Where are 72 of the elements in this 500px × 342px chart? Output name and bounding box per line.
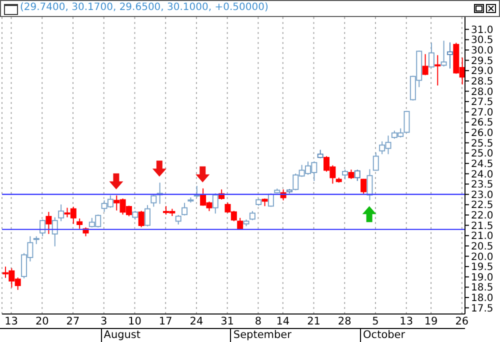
candlestick	[268, 192, 274, 208]
y-tick-label: 23.0	[471, 190, 494, 201]
candlestick	[76, 218, 83, 230]
y-tick-label: 17.5	[471, 303, 494, 314]
candlestick	[360, 178, 367, 194]
x-tick-label: 20	[35, 315, 49, 328]
text: August	[100, 329, 141, 342]
x-tick-label: 3	[100, 315, 108, 328]
candlestick	[372, 152, 379, 172]
candlestick	[40, 219, 46, 237]
candlestick	[428, 42, 434, 68]
candlestick	[422, 54, 428, 76]
y-tick-label: 27.5	[471, 97, 494, 108]
candlestick	[354, 169, 360, 182]
y-tick-label: 30.0	[471, 46, 494, 57]
candlestick	[150, 194, 157, 208]
y-tick-label: 27.0	[471, 107, 494, 118]
x-tick-label: 14	[276, 315, 290, 328]
candlestick	[58, 204, 64, 222]
y-tick-label: 25.0	[471, 148, 494, 160]
x-tick-label: 19	[424, 315, 438, 328]
x-tick-label: 13	[400, 315, 414, 328]
x-tick-label: 27	[66, 315, 80, 328]
candlestick	[52, 216, 58, 247]
y-tick-label: 30.5	[471, 35, 494, 46]
candlestick	[366, 168, 373, 201]
y-tick-label: 18.0	[471, 293, 494, 304]
x-tick-label: 26	[455, 315, 469, 328]
candlestick	[434, 54, 441, 86]
candlestick	[138, 210, 144, 228]
candlestick	[249, 210, 256, 221]
x-tick-label: 24	[190, 315, 204, 328]
candlestick	[175, 214, 182, 225]
candlestick	[440, 40, 447, 67]
text: October	[360, 329, 406, 342]
x-tick-label: 5	[372, 315, 379, 328]
y-tick-label: 22.0	[471, 210, 494, 222]
y-tick-label: 23.5	[471, 180, 494, 191]
y-tick-label: 26.5	[471, 118, 494, 129]
y-tick-label: 24.0	[471, 169, 494, 180]
x-tick-label: 13	[4, 315, 18, 328]
x-tick-label: 31	[220, 315, 234, 328]
candlestick	[144, 204, 150, 227]
y-tick-label: 19.5	[471, 262, 494, 274]
candlestick	[182, 202, 188, 216]
x-tick-label: 21	[307, 315, 320, 328]
candlestick	[46, 211, 52, 234]
y-tick-label: 25.5	[471, 138, 494, 150]
x-tick-label: 10	[128, 315, 142, 328]
y-tick-label: 28.0	[471, 86, 494, 98]
y-tick-label: 31.0	[471, 24, 494, 36]
y-tick-label: 24.5	[471, 158, 494, 170]
candlestick	[348, 169, 354, 180]
y-tick-label: 21.5	[471, 220, 494, 232]
y-tick-label: 22.5	[471, 200, 494, 212]
candlestick	[342, 169, 348, 180]
x-tick-label: 17	[158, 315, 172, 328]
y-tick-label: 18.5	[471, 282, 494, 294]
y-tick-label: 26.0	[471, 128, 494, 140]
x-tick-label: 8	[254, 315, 262, 328]
y-tick-label: 29.0	[471, 66, 494, 78]
y-tick-label: 19.0	[471, 272, 494, 284]
candlestick	[446, 42, 453, 70]
y-tick-label: 20.0	[471, 252, 494, 263]
text: September	[230, 329, 292, 342]
y-tick-label: 20.5	[471, 241, 494, 252]
y-tick-label: 21.0	[471, 231, 494, 242]
x-tick-label: 28	[338, 315, 352, 328]
y-tick-label: 29.5	[471, 56, 494, 67]
y-tick-label: 28.5	[471, 76, 494, 88]
candlestick	[212, 192, 218, 214]
chart-title: (29.7400, 30.1700, 29.6500, 30.1000, +0.50000)	[20, 2, 268, 13]
